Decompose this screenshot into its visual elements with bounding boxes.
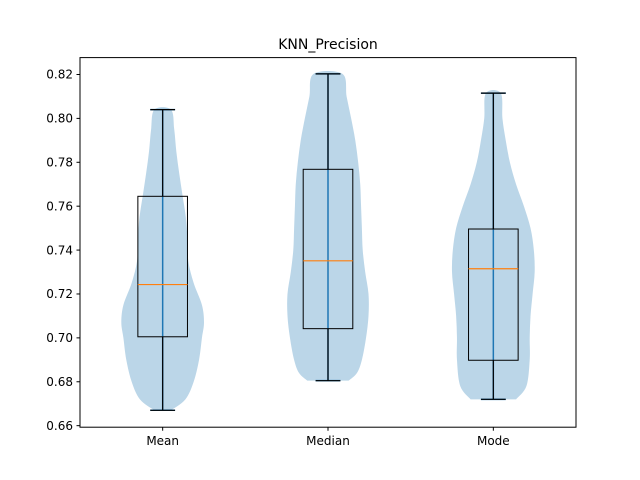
box-layer bbox=[137, 73, 519, 411]
x-tick-label: Mean bbox=[146, 434, 179, 448]
y-tick-label: 0.66 bbox=[46, 419, 73, 433]
y-tick-label: 0.76 bbox=[46, 199, 73, 213]
x-tick-label: Mode bbox=[477, 434, 510, 448]
y-tick-label: 0.70 bbox=[46, 331, 73, 345]
x-tick-label: Median bbox=[306, 434, 350, 448]
plot-frame bbox=[79, 57, 577, 428]
iqr-box bbox=[468, 228, 519, 361]
y-tick-label: 0.74 bbox=[46, 243, 73, 257]
y-tick-label: 0.72 bbox=[46, 287, 73, 301]
chart-title: KNN_Precision bbox=[278, 37, 378, 53]
x-axis: Mean Median Mode bbox=[146, 427, 510, 448]
iqr-box bbox=[302, 168, 354, 330]
iqr-box bbox=[137, 195, 188, 338]
y-tick-label: 0.82 bbox=[46, 68, 73, 82]
y-tick-label: 0.68 bbox=[46, 375, 73, 389]
y-tick-label: 0.80 bbox=[46, 112, 73, 126]
y-axis: 0.66 0.68 0.70 0.72 0.74 0.76 0.78 0.80 0.82 bbox=[46, 68, 80, 433]
y-tick-label: 0.78 bbox=[46, 155, 73, 169]
